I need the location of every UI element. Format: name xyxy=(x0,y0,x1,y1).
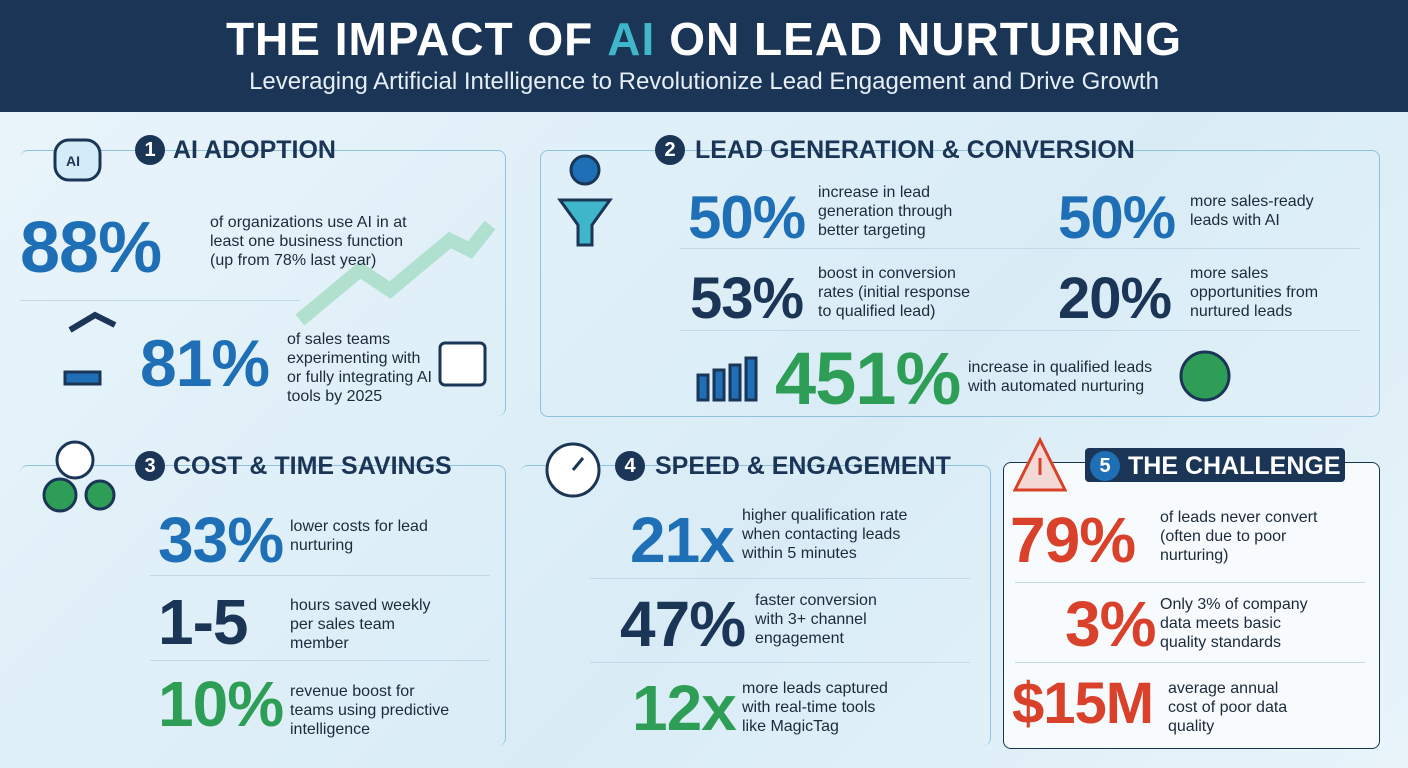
section-number: 3 xyxy=(135,451,165,481)
stat-value: 451% xyxy=(775,337,961,420)
panel xyxy=(1003,462,1380,749)
stat-value: 47% xyxy=(620,588,746,660)
panel xyxy=(20,465,506,746)
stat-text: of organizations use AI in at least one … xyxy=(210,214,407,269)
growth-arrow xyxy=(295,220,496,326)
stat-value: 81% xyxy=(140,326,270,400)
separator xyxy=(590,578,970,579)
svg-text:AI: AI xyxy=(66,153,80,169)
stat-value: 1-5 xyxy=(158,586,248,658)
stat-value: 53% xyxy=(690,266,804,331)
section-number: 4 xyxy=(615,451,645,481)
stat-value: 20% xyxy=(1058,266,1172,331)
icons: AI xyxy=(42,138,1231,513)
title: THE IMPACT OF AI ON LEAD NURTURING xyxy=(0,12,1408,66)
stat-value: 33% xyxy=(158,504,284,576)
stat-text: revenue boost for teams using predictive… xyxy=(290,683,450,738)
section-number: 1 xyxy=(135,135,165,165)
panel xyxy=(540,150,1380,417)
stat-text: of sales teams experimenting with or ful… xyxy=(287,331,432,405)
separator xyxy=(680,248,1360,249)
section-number: 5 xyxy=(1090,451,1120,481)
header: THE IMPACT OF AI ON LEAD NURTURING Leverag… xyxy=(0,0,1408,112)
section-title: AI ADOPTION xyxy=(173,136,336,164)
separator xyxy=(680,330,1360,331)
section-title: COST & TIME SAVINGS xyxy=(173,452,452,480)
separator xyxy=(1015,662,1365,663)
title-highlight: AI xyxy=(607,13,656,65)
section-title: THE CHALLENGE xyxy=(1128,452,1341,480)
stat-text: Only 3% of company data meets basic qual… xyxy=(1160,596,1308,651)
stat-value: 79% xyxy=(1010,504,1136,576)
stat-value: 3% xyxy=(1065,588,1156,660)
separator xyxy=(590,662,970,663)
stat-text: increase in qualified leads with automat… xyxy=(968,359,1153,395)
stat-value: 50% xyxy=(1058,184,1176,251)
stat-text: boost in conversion rates (initial respo… xyxy=(818,265,971,320)
stat-value: 12x xyxy=(632,672,737,744)
stat-text: increase in lead generation through bett… xyxy=(818,184,953,239)
title-part: ON LEAD NURTURING xyxy=(669,13,1183,65)
stat-text: average annual cost of poor data quality xyxy=(1168,680,1288,735)
stat-value: 21x xyxy=(630,504,735,576)
separator xyxy=(150,575,490,576)
stat-value: $15M xyxy=(1012,671,1154,736)
stat-value: 10% xyxy=(158,668,284,740)
stat-text: lower costs for lead nurturing xyxy=(290,518,428,554)
section-title: SPEED & ENGAGEMENT xyxy=(655,452,951,480)
stat-value: 50% xyxy=(688,184,806,251)
panel xyxy=(520,465,991,746)
stat-text: of leads never convert (often due to poo… xyxy=(1160,509,1318,564)
title-part: THE IMPACT OF xyxy=(225,13,594,65)
stat-text: more leads captured with real-time tools… xyxy=(742,680,888,735)
stat-text: faster conversion with 3+ channel engage… xyxy=(755,592,877,647)
section-number: 2 xyxy=(655,135,685,165)
stat-text: hours saved weekly per sales team member xyxy=(290,597,431,652)
section-title: LEAD GENERATION & CONVERSION xyxy=(695,136,1135,164)
separator xyxy=(20,300,300,301)
stat-text: higher qualification rate when contactin… xyxy=(742,507,908,562)
separator xyxy=(150,660,490,661)
stat-text: more sales opportunities from nurtured l… xyxy=(1190,265,1319,320)
separator xyxy=(1015,582,1365,583)
stat-value: 88% xyxy=(20,208,162,288)
panel xyxy=(20,150,506,416)
title-bar xyxy=(1085,448,1345,482)
subtitle: Leveraging Artificial Intelligence to Re… xyxy=(249,68,1159,95)
stat-text: more sales-ready leads with AI xyxy=(1190,193,1314,229)
